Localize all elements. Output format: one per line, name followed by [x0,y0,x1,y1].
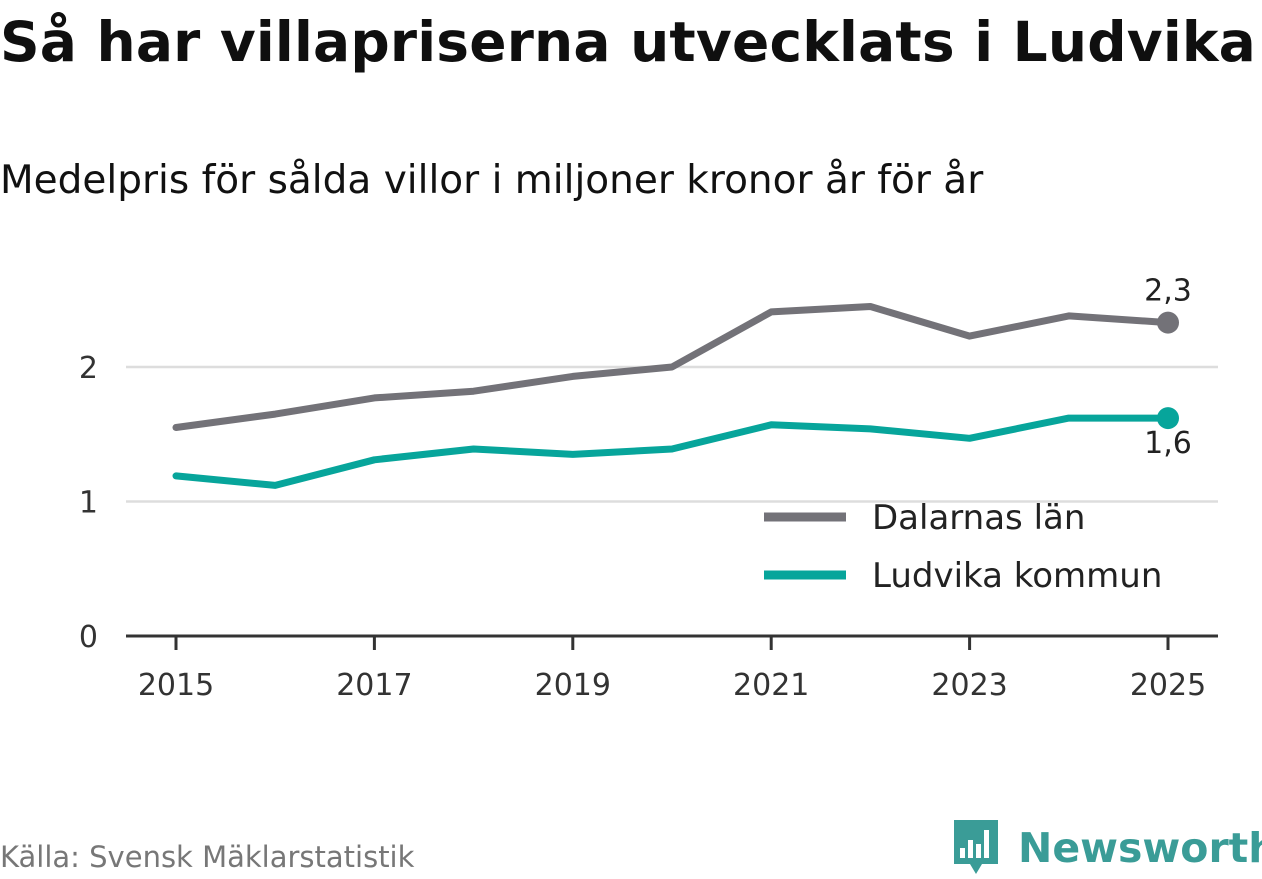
y-tick-label-1: 1 [79,486,98,521]
x-tick-label-2017: 2017 [336,668,412,703]
newsworthy-logo-icon [954,820,998,874]
chart-subtitle: Medelpris för sålda villor i miljoner kr… [0,158,984,203]
legend-label-2: Ludvika kommun [872,556,1162,596]
series-line-2 [172,414,1172,489]
x-tick-label-2023: 2023 [931,668,1007,703]
legend-label-1: Dalarnas län [872,498,1085,538]
y-tick-label-2: 2 [79,351,98,386]
source-note: Källa: Svensk Mäklarstatistik [0,840,415,874]
series-end-point-2 [1157,407,1179,430]
x-tick-label-2025: 2025 [1130,668,1206,703]
series-end-label-2: 1,6 [1144,426,1192,461]
series-end-point-1 [1157,311,1179,334]
series-end-label-1: 2,3 [1144,274,1192,309]
chart-title: Så har villapriserna utvecklats i Ludvik… [0,10,1256,74]
x-tick-label-2015: 2015 [138,668,214,703]
series-line-1 [172,303,1172,431]
axes: 0 1 2 2015 2017 2019 2021 2023 2025 [79,351,1218,703]
legend: Dalarnas län Ludvika kommun [764,498,1162,596]
x-tick-label-2019: 2019 [535,668,611,703]
x-tick-label-2021: 2021 [733,668,809,703]
y-tick-label-0: 0 [79,620,98,655]
brand-logo[interactable]: Newsworthy [952,818,1262,878]
brand-name: Newsworthy [1018,824,1262,872]
series-lines: 2,3 1,6 [172,274,1192,489]
